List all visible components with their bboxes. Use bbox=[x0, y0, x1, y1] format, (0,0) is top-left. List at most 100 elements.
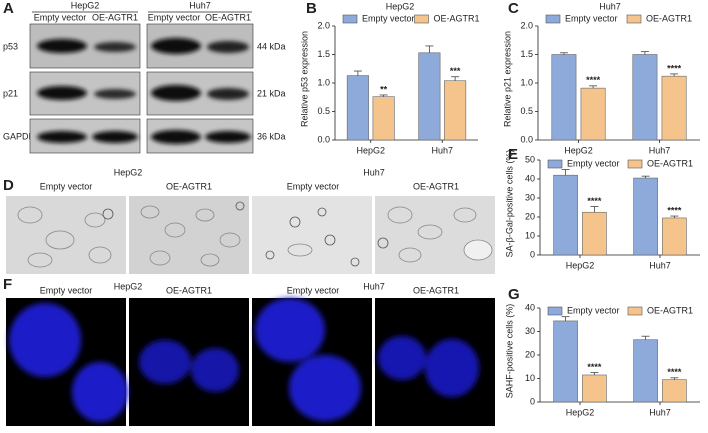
error-bar bbox=[353, 70, 362, 76]
bar bbox=[662, 379, 687, 403]
column-label: OE-AGTR1 bbox=[166, 285, 212, 295]
legend-swatch bbox=[627, 159, 643, 169]
column-label: OE-AGTR1 bbox=[413, 181, 459, 191]
significance-label: **** bbox=[667, 367, 682, 377]
significance-label: *** bbox=[450, 66, 461, 76]
panel-letter: C bbox=[508, 0, 519, 17]
bar bbox=[346, 75, 369, 141]
group-label: HepG2 bbox=[71, 0, 100, 10]
error-bar bbox=[641, 335, 650, 340]
y-tick-label: 40 bbox=[525, 173, 535, 183]
legend-label: OE-AGTR1 bbox=[646, 13, 692, 23]
legend-label: Empty vector bbox=[567, 158, 620, 168]
y-tick-label: 50 bbox=[525, 154, 535, 164]
error-bar bbox=[589, 85, 598, 89]
y-tick-label: 2.0 bbox=[520, 20, 533, 30]
y-tick-label: 1.0 bbox=[317, 77, 330, 87]
legend-label: OE-AGTR1 bbox=[647, 305, 693, 315]
panel-d: D HepG2 Huh7 Empty vector OE-AGTR1 Empty… bbox=[3, 167, 495, 274]
column-label: OE-AGTR1 bbox=[205, 12, 251, 22]
bar bbox=[633, 177, 658, 256]
legend-label: OE-AGTR1 bbox=[647, 158, 693, 168]
chart-title: HepG2 bbox=[386, 1, 415, 11]
panel-letter: B bbox=[306, 0, 317, 17]
blot bbox=[29, 23, 254, 154]
protein-label: GAPDH bbox=[3, 131, 35, 141]
group-label: HepG2 bbox=[114, 167, 143, 177]
y-tick-label: 1.5 bbox=[317, 49, 330, 59]
bar bbox=[551, 54, 577, 141]
error-bar bbox=[590, 206, 599, 213]
size-label: 44 kDa bbox=[257, 41, 286, 51]
legend-swatch bbox=[545, 14, 561, 24]
y-tick-label: 40 bbox=[525, 302, 535, 312]
y-tick-label: 20 bbox=[525, 211, 535, 221]
x-tick-label: HepG2 bbox=[566, 407, 595, 417]
x-tick-label: HepG2 bbox=[356, 145, 385, 155]
x-tick-label: Huh7 bbox=[431, 145, 453, 155]
error-bar bbox=[425, 45, 434, 53]
bar bbox=[444, 80, 467, 141]
error-bar bbox=[641, 175, 650, 179]
protein-label: p53 bbox=[3, 41, 18, 51]
significance-label: **** bbox=[587, 362, 602, 372]
legend-swatch bbox=[414, 14, 429, 24]
x-tick-label: Huh7 bbox=[649, 260, 671, 270]
protein-label: p21 bbox=[3, 88, 18, 98]
y-axis-label: Relative p21 expression bbox=[502, 31, 512, 127]
fluorescence-image bbox=[6, 298, 495, 426]
error-bar bbox=[590, 372, 599, 375]
legend-swatch bbox=[626, 14, 642, 24]
y-tick-label: 30 bbox=[525, 326, 535, 336]
bar bbox=[582, 374, 607, 403]
micrograph bbox=[6, 196, 495, 274]
y-tick-label: 1.5 bbox=[520, 49, 533, 59]
column-label: Empty vector bbox=[40, 181, 93, 191]
bar bbox=[661, 75, 687, 141]
significance-label: **** bbox=[667, 205, 682, 215]
error-bar bbox=[670, 377, 679, 380]
legend-label: Empty vector bbox=[567, 305, 620, 315]
column-label: OE-AGTR1 bbox=[166, 181, 212, 191]
bar bbox=[580, 87, 606, 141]
chart-title: Huh7 bbox=[599, 1, 621, 11]
y-tick-label: 10 bbox=[525, 373, 535, 383]
legend-swatch bbox=[342, 14, 358, 24]
bar bbox=[633, 339, 658, 403]
y-tick-label: 0.0 bbox=[520, 134, 533, 144]
significance-label: **** bbox=[586, 75, 601, 85]
bar bbox=[418, 52, 441, 141]
bar bbox=[553, 320, 578, 403]
bar bbox=[372, 96, 395, 141]
y-axis-label: SAHF-positive cells (%) bbox=[504, 304, 514, 399]
column-label: Empty vector bbox=[40, 285, 93, 295]
y-tick-label: 0.5 bbox=[317, 106, 330, 116]
error-bar bbox=[670, 215, 679, 218]
y-axis-label: Relative p53 expression bbox=[299, 31, 309, 127]
y-tick-label: 1.0 bbox=[520, 77, 533, 87]
error-bar bbox=[561, 316, 570, 321]
legend-label: OE-AGTR1 bbox=[434, 13, 480, 23]
panel-f: F HepG2 Huh7 Empty vector OE-AGTR1 Empty… bbox=[3, 276, 495, 426]
x-tick-label: HepG2 bbox=[564, 145, 593, 155]
x-tick-label: HepG2 bbox=[566, 260, 595, 270]
x-tick-label: Huh7 bbox=[649, 407, 671, 417]
column-label: Empty vector bbox=[34, 12, 87, 22]
column-label: OE-AGTR1 bbox=[413, 285, 459, 295]
bar bbox=[632, 54, 658, 141]
y-tick-label: 20 bbox=[525, 349, 535, 359]
significance-label: **** bbox=[667, 63, 682, 73]
error-bar bbox=[559, 52, 568, 55]
group-label: Huh7 bbox=[189, 0, 211, 10]
legend-swatch bbox=[547, 159, 563, 169]
error-bar bbox=[561, 169, 570, 176]
column-label: OE-AGTR1 bbox=[92, 12, 138, 22]
error-bar bbox=[640, 51, 649, 55]
column-label: Empty vector bbox=[148, 12, 201, 22]
panel-a: A HepG2 Huh7 Empty vector OE-AGTR1 Empty… bbox=[3, 0, 286, 154]
group-label: Huh7 bbox=[363, 167, 385, 177]
y-tick-label: 0.5 bbox=[520, 106, 533, 116]
legend-swatch bbox=[547, 306, 563, 316]
y-tick-label: 0 bbox=[530, 396, 535, 406]
